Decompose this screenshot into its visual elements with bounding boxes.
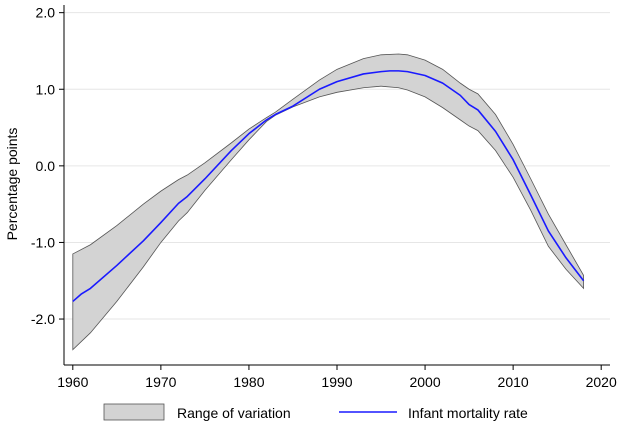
grid-lines xyxy=(64,12,610,320)
x-tick-label: 2000 xyxy=(409,374,440,390)
y-tick-label: -1.0 xyxy=(31,234,55,250)
x-tick-label: 1960 xyxy=(57,374,88,390)
y-tick-label: 2.0 xyxy=(36,5,56,21)
x-tick-label: 2020 xyxy=(586,374,617,390)
variation-band-layer xyxy=(72,53,584,351)
variation-band xyxy=(72,53,584,351)
y-tick-label: 1.0 xyxy=(36,81,56,97)
legend-band-swatch xyxy=(103,403,165,421)
x-tick-label: 1970 xyxy=(145,374,176,390)
legend-band-label: Range of variation xyxy=(177,405,291,421)
y-axis-label: Percentage points xyxy=(4,128,20,241)
legend: Range of variation Infant mortality rate xyxy=(103,403,528,421)
y-tick-label: 0.0 xyxy=(36,158,56,174)
y-axis-ticks: 2.0 1.0 0.0 -1.0 -2.0 xyxy=(31,5,64,327)
x-tick-label: 1980 xyxy=(233,374,264,390)
x-tick-label: 2010 xyxy=(498,374,529,390)
legend-line-label: Infant mortality rate xyxy=(408,405,528,421)
x-tick-label: 1990 xyxy=(321,374,352,390)
x-axis-ticks: 1960 1970 1980 1990 2000 2010 2020 xyxy=(57,365,617,390)
series-line-0 xyxy=(72,70,585,303)
series-line-layer xyxy=(72,70,585,303)
y-tick-label: -2.0 xyxy=(31,311,55,327)
